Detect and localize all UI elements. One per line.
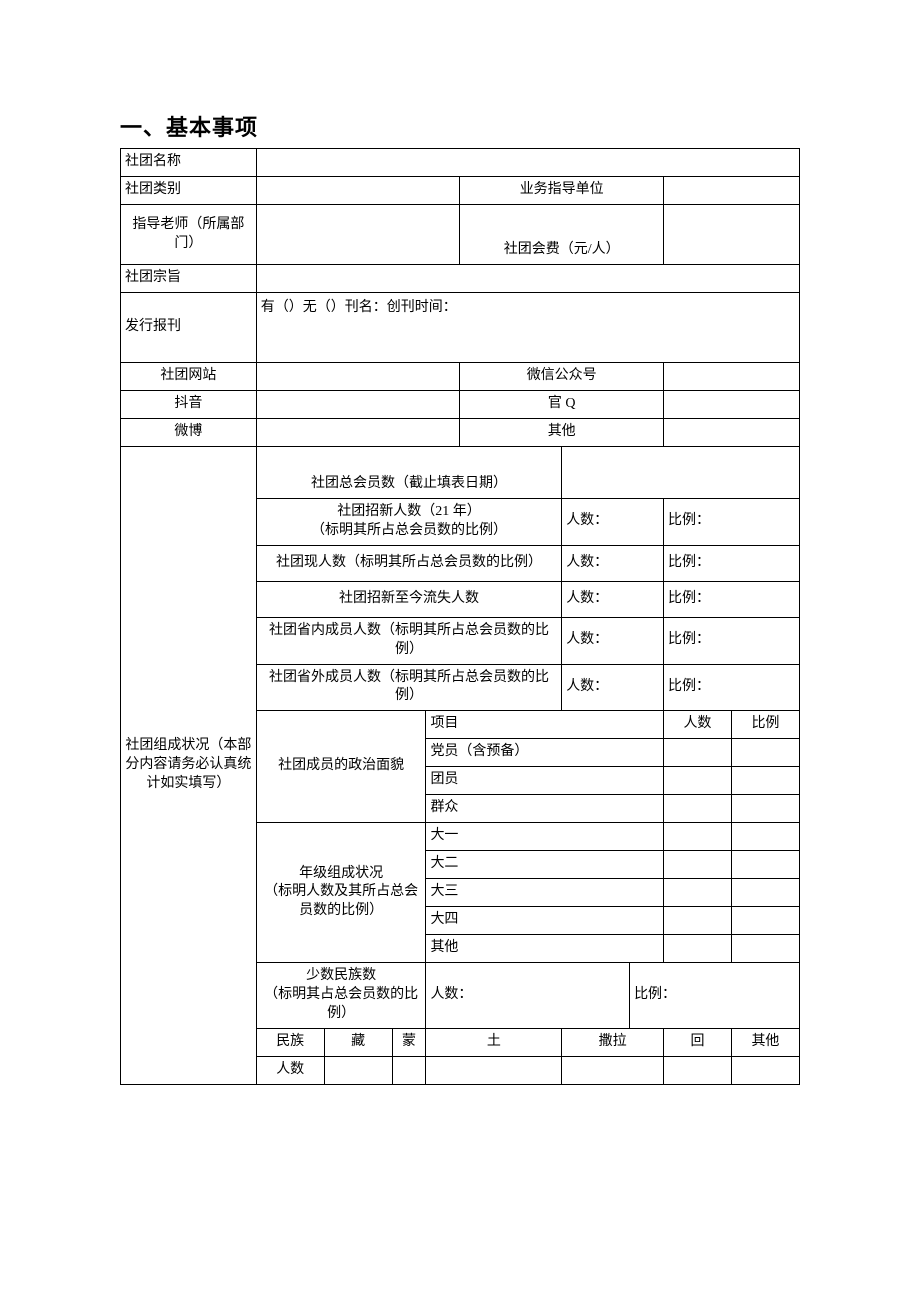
value-fee[interactable] — [664, 205, 800, 265]
loss-ratio[interactable]: 比例： — [664, 581, 800, 617]
label-other-social: 其他 — [460, 419, 664, 447]
meng-count[interactable] — [392, 1057, 426, 1085]
e-other: 其他 — [731, 1029, 799, 1057]
g3-ratio[interactable] — [731, 879, 799, 907]
value-advisor[interactable] — [256, 205, 460, 265]
label-total-members: 社团总会员数（截止填表日期） — [256, 447, 561, 499]
g4-ratio[interactable] — [731, 907, 799, 935]
row-g4: 大四 — [426, 907, 664, 935]
sala-count[interactable] — [562, 1057, 664, 1085]
col-item: 项目 — [426, 711, 664, 739]
label-wechat: 微信公众号 — [460, 363, 664, 391]
g-other-count[interactable] — [664, 935, 732, 963]
e-hui: 回 — [664, 1029, 732, 1057]
value-douyin[interactable] — [256, 391, 460, 419]
zang-count[interactable] — [324, 1057, 392, 1085]
label-fee: 社团会费（元/人） — [460, 205, 664, 265]
row-league: 团员 — [426, 767, 664, 795]
g1-count[interactable] — [664, 823, 732, 851]
label-loss: 社团招新至今流失人数 — [256, 581, 561, 617]
minority-count[interactable]: 人数： — [426, 963, 630, 1029]
value-guidance-unit[interactable] — [664, 177, 800, 205]
label-in-province: 社团省内成员人数（标明其所占总会员数的比例） — [256, 617, 561, 664]
row-g-other: 其他 — [426, 935, 664, 963]
tu-count[interactable] — [426, 1057, 562, 1085]
value-purpose[interactable] — [256, 265, 799, 293]
loss-count[interactable]: 人数： — [562, 581, 664, 617]
label-website: 社团网站 — [121, 363, 257, 391]
label-publication: 发行报刊 — [121, 293, 257, 363]
party-ratio[interactable] — [731, 739, 799, 767]
label-douyin: 抖音 — [121, 391, 257, 419]
e-zang: 藏 — [324, 1029, 392, 1057]
label-purpose: 社团宗旨 — [121, 265, 257, 293]
row-party: 党员（含预备） — [426, 739, 664, 767]
value-other-social[interactable] — [664, 419, 800, 447]
hui-count[interactable] — [664, 1057, 732, 1085]
recruit-21-ratio[interactable]: 比例： — [664, 499, 800, 546]
label-advisor: 指导老师（所属部门） — [121, 205, 257, 265]
col-count: 人数 — [664, 711, 732, 739]
in-province-count[interactable]: 人数： — [562, 617, 664, 664]
party-count[interactable] — [664, 739, 732, 767]
col-ratio: 比例 — [731, 711, 799, 739]
in-province-ratio[interactable]: 比例： — [664, 617, 800, 664]
label-out-province: 社团省外成员人数（标明其所占总会员数的比例） — [256, 664, 561, 711]
masses-ratio[interactable] — [731, 795, 799, 823]
label-category: 社团类别 — [121, 177, 257, 205]
section-title: 一、基本事项 — [120, 110, 800, 142]
value-qq[interactable] — [664, 391, 800, 419]
value-website[interactable] — [256, 363, 460, 391]
value-wechat[interactable] — [664, 363, 800, 391]
g2-ratio[interactable] — [731, 851, 799, 879]
basic-info-table: 社团名称 社团类别 业务指导单位 指导老师（所属部门） 社团会费（元/人） 社团… — [120, 148, 800, 1085]
other-eth-count[interactable] — [731, 1057, 799, 1085]
masses-count[interactable] — [664, 795, 732, 823]
row-g1: 大一 — [426, 823, 664, 851]
row-masses: 群众 — [426, 795, 664, 823]
label-qq: 官 Q — [460, 391, 664, 419]
g1-ratio[interactable] — [731, 823, 799, 851]
label-weibo: 微博 — [121, 419, 257, 447]
label-recruit-21: 社团招新人数（21 年） （标明其所占总会员数的比例） — [256, 499, 561, 546]
value-weibo[interactable] — [256, 419, 460, 447]
label-political: 社团成员的政治面貌 — [256, 711, 426, 823]
league-count[interactable] — [664, 767, 732, 795]
current-ratio[interactable]: 比例： — [664, 545, 800, 581]
e-meng: 蒙 — [392, 1029, 426, 1057]
e-sala: 撒拉 — [562, 1029, 664, 1057]
current-count[interactable]: 人数： — [562, 545, 664, 581]
label-name: 社团名称 — [121, 149, 257, 177]
minority-ratio[interactable]: 比例： — [630, 963, 800, 1029]
label-composition: 社团组成状况（本部分内容请务必认真统计如实填写） — [121, 447, 257, 1085]
value-total-members[interactable] — [562, 447, 800, 499]
g4-count[interactable] — [664, 907, 732, 935]
label-grade: 年级组成状况 （标明人数及其所占总会员数的比例） — [256, 823, 426, 963]
value-category[interactable] — [256, 177, 460, 205]
label-current-members: 社团现人数（标明其所占总会员数的比例） — [256, 545, 561, 581]
league-ratio[interactable] — [731, 767, 799, 795]
g2-count[interactable] — [664, 851, 732, 879]
out-province-ratio[interactable]: 比例： — [664, 664, 800, 711]
value-publication[interactable]: 有（）无（）刊名：创刊时间： — [256, 293, 799, 363]
label-ethnic-count: 人数 — [256, 1057, 324, 1085]
e-tu: 土 — [426, 1029, 562, 1057]
recruit-21-count[interactable]: 人数： — [562, 499, 664, 546]
label-minority: 少数民族数 （标明其占总会员数的比例） — [256, 963, 426, 1029]
row-g3: 大三 — [426, 879, 664, 907]
label-guidance-unit: 业务指导单位 — [460, 177, 664, 205]
value-name[interactable] — [256, 149, 799, 177]
row-g2: 大二 — [426, 851, 664, 879]
label-ethnic: 民族 — [256, 1029, 324, 1057]
g3-count[interactable] — [664, 879, 732, 907]
g-other-ratio[interactable] — [731, 935, 799, 963]
out-province-count[interactable]: 人数： — [562, 664, 664, 711]
